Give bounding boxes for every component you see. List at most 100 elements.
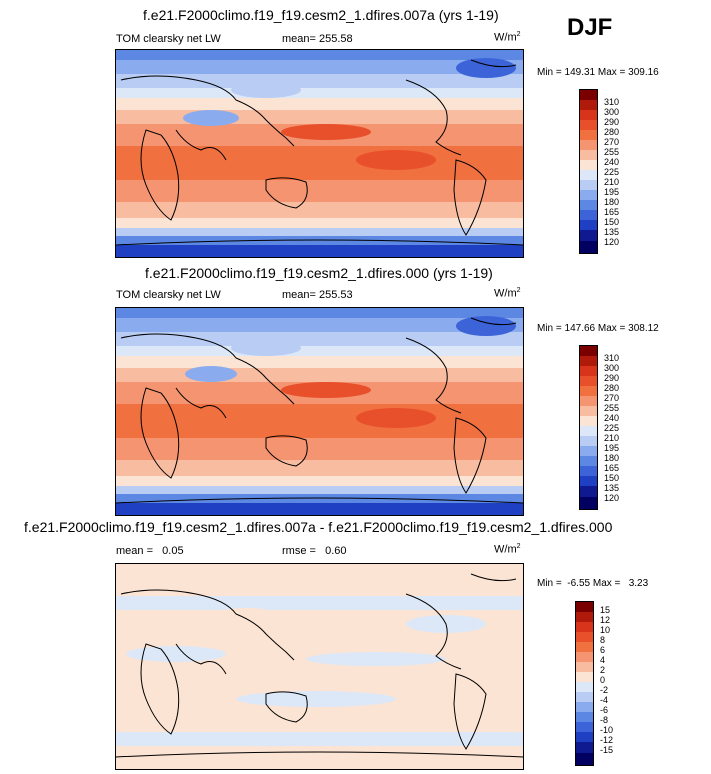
panel2-map-svg: [116, 308, 523, 515]
colorbar-segment: [576, 753, 593, 765]
colorbar-segment: [580, 170, 597, 180]
panel3-map-svg: [116, 564, 523, 769]
panel1-title: f.e21.F2000climo.f19_f19.cesm2_1.dfires.…: [143, 7, 499, 23]
panel2-units: W/m2: [494, 287, 521, 300]
colorbar-segment: [580, 100, 597, 110]
colorbar-segment: [576, 652, 593, 662]
colorbar-segment: [580, 446, 597, 456]
colorbar-tick-label: 310: [604, 97, 620, 107]
colorbar-tick-label: 290: [604, 117, 620, 127]
colorbar-segment: [576, 712, 593, 722]
colorbar-segment: [580, 130, 597, 140]
colorbar-segment: [580, 406, 597, 416]
panel2-variable: TOM clearsky net LW: [116, 289, 221, 301]
panel2-mean: mean= 255.53: [282, 289, 353, 301]
colorbar-tick-label: -15: [600, 745, 614, 755]
colorbar-segment: [580, 160, 597, 170]
colorbar-segment: [580, 486, 597, 497]
colorbar-tick-label: 270: [604, 137, 620, 147]
colorbar-tick-label: 210: [604, 433, 620, 443]
colorbar-tick-label: 135: [604, 483, 620, 493]
colorbar-tick-label: 240: [604, 157, 620, 167]
colorbar-segment: [580, 456, 597, 466]
panel1-mean: mean= 255.58: [282, 33, 353, 45]
panel1-map: [115, 49, 524, 258]
panel1-map-svg: [116, 50, 523, 257]
colorbar-tick-label: 6: [600, 645, 606, 655]
panel3-colorbar: [575, 601, 594, 766]
colorbar-segment: [580, 200, 597, 210]
colorbar-tick-label: 300: [604, 107, 620, 117]
colorbar-segment: [580, 180, 597, 190]
colorbar-segment: [580, 356, 597, 366]
colorbar-tick-label: 225: [604, 167, 620, 177]
colorbar-tick-label: 270: [604, 393, 620, 403]
panel3-units: W/m2: [494, 543, 521, 556]
colorbar-tick-label: 310: [604, 353, 620, 363]
colorbar-segment: [580, 436, 597, 446]
colorbar-segment: [580, 90, 597, 100]
panel1-minmax: Min = 149.31 Max = 309.16: [537, 67, 659, 78]
colorbar-tick-label: 195: [604, 443, 620, 453]
colorbar-tick-label: 120: [604, 237, 620, 247]
colorbar-tick-label: 150: [604, 217, 620, 227]
colorbar-tick-label: -12: [600, 735, 614, 745]
panel1-variable: TOM clearsky net LW: [116, 33, 221, 45]
panel3-minmax: Min = -6.55 Max = 3.23: [537, 578, 649, 589]
colorbar-segment: [580, 426, 597, 436]
colorbar-tick-label: 165: [604, 207, 620, 217]
colorbar-tick-label: 280: [604, 127, 620, 137]
colorbar-tick-label: -4: [600, 695, 609, 705]
colorbar-tick-label: 12: [600, 615, 611, 625]
colorbar-tick-label: 120: [604, 493, 620, 503]
colorbar-tick-label: 300: [604, 363, 620, 373]
colorbar-segment: [580, 366, 597, 376]
colorbar-tick-label: 255: [604, 403, 620, 413]
panel3-mean: mean = 0.05: [116, 545, 184, 557]
colorbar-segment: [576, 602, 593, 612]
colorbar-tick-label: 4: [600, 655, 606, 665]
colorbar-tick-label: -10: [600, 725, 614, 735]
colorbar-tick-label: -2: [600, 685, 609, 695]
colorbar-tick-label: 195: [604, 187, 620, 197]
colorbar-segment: [580, 120, 597, 130]
colorbar-segment: [576, 742, 593, 753]
colorbar-segment: [576, 682, 593, 692]
colorbar-tick-label: 180: [604, 197, 620, 207]
colorbar-segment: [576, 722, 593, 732]
season-label: DJF: [567, 14, 613, 41]
colorbar-tick-label: 210: [604, 177, 620, 187]
colorbar-segment: [580, 210, 597, 220]
colorbar-tick-label: 15: [600, 605, 611, 615]
panel2-minmax: Min = 147.66 Max = 308.12: [537, 323, 659, 334]
colorbar-tick-label: -8: [600, 715, 609, 725]
colorbar-segment: [580, 190, 597, 200]
colorbar-segment: [576, 662, 593, 672]
colorbar-segment: [576, 632, 593, 642]
colorbar-tick-label: 150: [604, 473, 620, 483]
colorbar-tick-label: 180: [604, 453, 620, 463]
colorbar-segment: [580, 376, 597, 386]
panel3-map: [115, 563, 524, 770]
colorbar-segment: [580, 497, 597, 509]
colorbar-segment: [576, 692, 593, 702]
colorbar-tick-label: 280: [604, 383, 620, 393]
panel3-title: f.e21.F2000climo.f19_f19.cesm2_1.dfires.…: [24, 519, 613, 535]
colorbar-tick-label: 0: [600, 675, 606, 685]
colorbar-segment: [576, 642, 593, 652]
colorbar-segment: [580, 386, 597, 396]
panel1-colorbar: [579, 89, 598, 254]
colorbar-tick-label: 8: [600, 635, 606, 645]
colorbar-tick-label: 135: [604, 227, 620, 237]
panel3-rmse: rmse = 0.60: [282, 545, 347, 557]
panel2-map: [115, 307, 524, 516]
colorbar-tick-label: -6: [600, 705, 609, 715]
colorbar-tick-label: 10: [600, 625, 611, 635]
colorbar-segment: [580, 110, 597, 120]
colorbar-segment: [576, 622, 593, 632]
colorbar-segment: [580, 230, 597, 241]
colorbar-tick-label: 2: [600, 665, 606, 675]
colorbar-segment: [580, 476, 597, 486]
colorbar-segment: [580, 150, 597, 160]
colorbar-segment: [576, 702, 593, 712]
